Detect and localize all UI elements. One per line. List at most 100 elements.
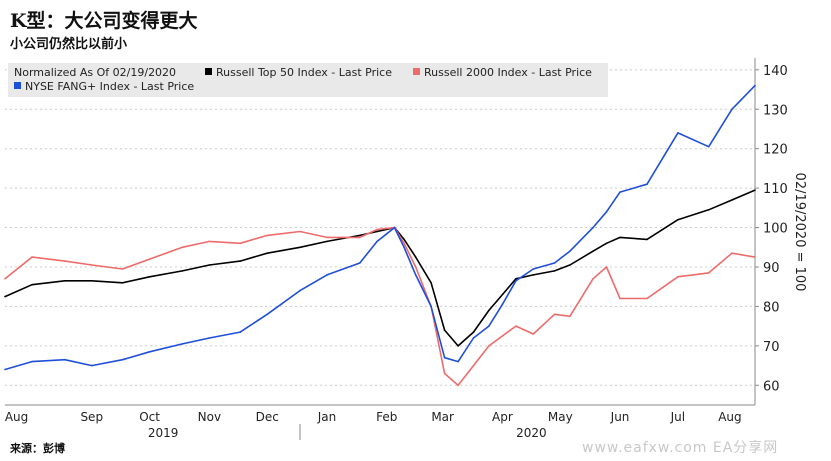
data-point-russell-top50: [266, 252, 269, 254]
data-point-russell-top50: [488, 309, 490, 312]
data-point-russell-2000: [4, 278, 6, 280]
data-point-russell-2000: [605, 266, 608, 268]
data-point-russell-top50: [239, 260, 241, 262]
data-point-nyse-fang: [4, 368, 6, 371]
data-point-russell-top50: [646, 238, 648, 241]
data-point-russell-2000: [31, 256, 33, 258]
data-point-russell-top50: [208, 264, 211, 266]
y-tick-label: 100: [763, 222, 788, 237]
x-tick-label: Aug: [5, 410, 28, 424]
data-point-russell-2000: [326, 236, 328, 239]
legend-entry-russell-2000: Russell 2000 Index - Last Price: [424, 66, 592, 79]
data-point-nyse-fang: [569, 250, 571, 252]
data-point-nyse-fang: [430, 305, 432, 308]
legend-swatch-nyse-fang: [14, 82, 21, 89]
data-point-russell-2000: [457, 384, 459, 387]
legend-title: Normalized As Of 02/19/2020: [14, 66, 176, 79]
data-point-russell-top50: [443, 329, 446, 331]
data-point-nyse-fang: [553, 262, 556, 264]
data-point-nyse-fang: [403, 246, 405, 249]
data-point-russell-2000: [592, 278, 594, 280]
data-point-russell-top50: [31, 283, 33, 286]
y-tick-label: 90: [763, 261, 780, 276]
data-point-russell-top50: [121, 282, 124, 284]
data-point-russell-2000: [148, 258, 151, 260]
data-point-russell-top50: [532, 274, 535, 276]
data-point-nyse-fang: [148, 351, 151, 353]
data-point-nyse-fang: [181, 343, 184, 345]
x-tick-label: Mar: [431, 410, 454, 424]
data-point-nyse-fang: [393, 226, 396, 229]
data-point-nyse-fang: [488, 325, 490, 327]
x-tick-label: Aug: [718, 410, 741, 424]
data-point-russell-top50: [148, 276, 151, 278]
data-point-russell-2000: [515, 325, 517, 327]
data-point-russell-2000: [646, 297, 648, 300]
data-point-nyse-fang: [239, 331, 241, 333]
series-lines: [4, 84, 756, 387]
data-point-russell-2000: [239, 242, 241, 245]
y-tick-label: 140: [763, 64, 788, 79]
data-point-russell-top50: [359, 234, 361, 237]
data-point-nyse-fang: [472, 337, 475, 339]
data-point-russell-2000: [754, 256, 756, 258]
data-point-russell-2000: [208, 240, 211, 243]
data-point-russell-top50: [592, 250, 594, 252]
x-tick-label: Sep: [80, 410, 103, 424]
y-tick-label: 120: [763, 143, 788, 158]
x-tick-label: Jan: [317, 410, 337, 424]
data-point-russell-2000: [677, 276, 679, 278]
data-point-nyse-fang: [677, 132, 679, 134]
data-point-russell-2000: [64, 260, 66, 262]
data-point-russell-2000: [121, 268, 124, 270]
data-point-russell-top50: [707, 209, 710, 211]
data-point-nyse-fang: [31, 360, 33, 363]
data-point-russell-2000: [619, 297, 621, 300]
data-point-nyse-fang: [501, 303, 504, 306]
y-tick-label: 110: [763, 182, 788, 197]
data-point-russell-2000: [376, 228, 378, 231]
data-point-russell-2000: [266, 234, 269, 237]
data-point-russell-top50: [403, 238, 405, 241]
data-point-russell-top50: [619, 236, 621, 239]
x-tick-label: Oct: [139, 410, 160, 424]
data-point-nyse-fang: [515, 280, 517, 282]
data-point-nyse-fang: [646, 183, 648, 185]
legend-entry-nyse-fang: NYSE FANG+ Index - Last Price: [25, 80, 194, 93]
x-tick-label: Jun: [610, 410, 630, 424]
data-point-nyse-fang: [266, 313, 269, 316]
data-point-nyse-fang: [731, 108, 733, 111]
data-point-russell-2000: [181, 246, 184, 249]
data-point-russell-top50: [299, 246, 301, 249]
legend-entry-russell-top50: Russell Top 50 Index - Last Price: [216, 66, 392, 79]
data-point-russell-top50: [457, 345, 459, 347]
watermark: www.eafxw.com EA分享网: [582, 440, 779, 456]
data-point-nyse-fang: [619, 191, 621, 193]
data-point-nyse-fang: [326, 274, 328, 276]
data-point-russell-top50: [472, 331, 475, 333]
data-point-nyse-fang: [414, 274, 417, 276]
x-tick-label: May: [548, 410, 573, 424]
data-point-nyse-fang: [707, 145, 710, 148]
data-point-nyse-fang: [359, 262, 361, 264]
data-point-russell-top50: [414, 256, 417, 258]
legend-background: [8, 63, 608, 97]
source-note: 来源：彭博: [10, 442, 65, 455]
gridlines: [5, 69, 759, 386]
data-point-russell-top50: [4, 295, 6, 298]
data-point-russell-2000: [299, 230, 301, 233]
y-tick-label: 80: [763, 300, 780, 315]
data-point-russell-top50: [553, 270, 556, 272]
data-point-russell-top50: [515, 278, 517, 280]
data-point-nyse-fang: [91, 364, 93, 367]
x-year-label: 2019: [148, 426, 179, 440]
data-point-russell-2000: [414, 266, 417, 268]
y-tick-label: 70: [763, 340, 780, 355]
legend: Normalized As Of 02/19/2020 Russell Top …: [8, 63, 608, 97]
y-tick-label: 60: [763, 379, 780, 394]
data-point-nyse-fang: [299, 289, 301, 292]
data-point-russell-2000: [532, 333, 535, 335]
data-point-russell-top50: [181, 270, 184, 272]
data-point-russell-top50: [731, 199, 733, 201]
